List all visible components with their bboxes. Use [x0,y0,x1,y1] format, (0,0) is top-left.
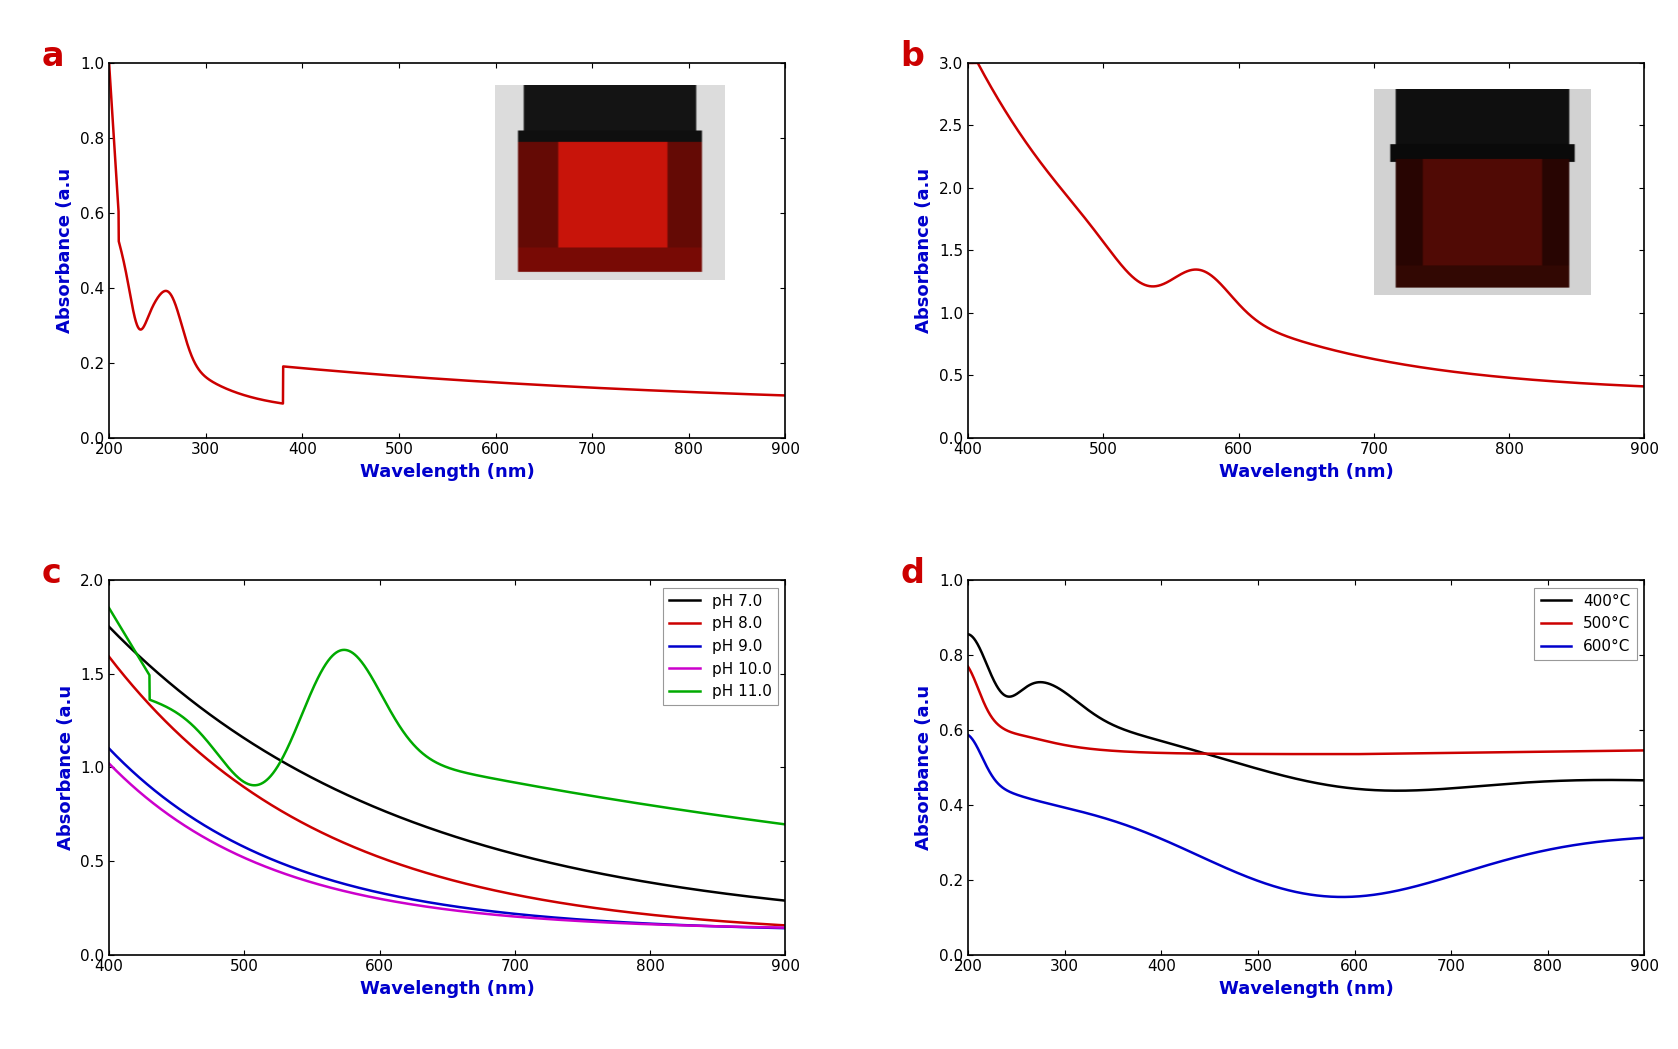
500°C [1549,745,1569,757]
X-axis label: Wavelength (nm): Wavelength (nm) [1218,463,1394,481]
Text: c: c [42,557,60,591]
600°C [1035,796,1055,809]
400°C [1388,785,1408,797]
600°C [1247,874,1267,886]
500°C [1076,742,1096,754]
pH 8.0 [690,913,710,925]
pH 11.0 [216,758,237,771]
pH 7.0 [99,621,119,634]
pH 7.0 [388,810,408,822]
600°C [1634,832,1655,844]
pH 7.0 [775,895,795,907]
pH 10.0 [359,891,379,903]
Y-axis label: Absorbance (a.u: Absorbance (a.u [916,685,933,850]
pH 11.0 [99,602,119,615]
pH 10.0 [388,896,408,908]
400°C [1549,774,1569,787]
pH 9.0 [216,832,237,844]
Line: pH 7.0: pH 7.0 [109,627,785,901]
400°C [1634,774,1655,787]
pH 7.0 [176,690,196,703]
500°C [1344,748,1364,761]
pH 7.0 [359,798,379,811]
500°C [1217,748,1237,761]
Legend: 400°C, 500°C, 600°C: 400°C, 500°C, 600°C [1534,587,1636,660]
X-axis label: Wavelength (nm): Wavelength (nm) [1218,980,1394,998]
pH 8.0 [359,847,379,859]
pH 10.0 [762,921,782,934]
pH 9.0 [690,919,710,932]
X-axis label: Wavelength (nm): Wavelength (nm) [359,463,535,481]
600°C [958,729,978,742]
400°C [958,628,978,641]
pH 11.0 [388,718,408,730]
500°C [1621,745,1641,757]
400°C [1247,763,1267,775]
400°C [1217,754,1237,767]
Line: 600°C: 600°C [968,735,1644,897]
pH 9.0 [359,884,379,897]
400°C [1076,702,1096,714]
pH 10.0 [690,920,710,933]
Line: pH 10.0: pH 10.0 [109,764,785,927]
pH 9.0 [775,922,795,935]
X-axis label: Wavelength (nm): Wavelength (nm) [359,980,535,998]
600°C [1076,807,1096,819]
Y-axis label: Absorbance (a.u: Absorbance (a.u [57,685,74,850]
500°C [1247,748,1267,761]
600°C [1332,891,1352,903]
500°C [958,661,978,673]
pH 11.0 [690,807,710,819]
600°C [1217,862,1237,875]
Line: pH 8.0: pH 8.0 [109,657,785,925]
Line: 400°C: 400°C [968,635,1644,791]
pH 10.0 [176,820,196,833]
Text: b: b [901,41,925,73]
pH 11.0 [775,818,795,831]
pH 8.0 [99,650,119,663]
pH 11.0 [359,665,379,678]
600°C [1549,841,1569,854]
pH 8.0 [216,768,237,780]
500°C [1035,734,1055,747]
Y-axis label: Absorbance (a.u: Absorbance (a.u [57,168,74,333]
pH 11.0 [176,713,196,726]
pH 7.0 [216,720,237,732]
pH 8.0 [762,918,782,930]
pH 10.0 [99,757,119,770]
Legend: pH 7.0, pH 8.0, pH 9.0, pH 10.0, pH 11.0: pH 7.0, pH 8.0, pH 9.0, pH 10.0, pH 11.0 [663,587,779,705]
pH 8.0 [176,734,196,747]
pH 9.0 [762,922,782,935]
400°C [1621,774,1641,787]
500°C [1634,744,1655,756]
Text: a: a [42,41,64,73]
600°C [1621,832,1641,844]
pH 9.0 [176,808,196,820]
Y-axis label: Absorbance (a.u: Absorbance (a.u [916,168,933,333]
pH 10.0 [775,921,795,934]
Line: 500°C: 500°C [968,667,1644,754]
pH 9.0 [99,743,119,755]
Line: pH 9.0: pH 9.0 [109,749,785,928]
pH 8.0 [775,919,795,932]
pH 10.0 [216,843,237,856]
pH 7.0 [690,884,710,897]
pH 9.0 [388,891,408,903]
Line: pH 11.0: pH 11.0 [109,608,785,825]
400°C [1035,677,1055,689]
Text: d: d [901,557,925,591]
pH 8.0 [388,857,408,870]
pH 7.0 [762,893,782,905]
pH 11.0 [762,816,782,829]
